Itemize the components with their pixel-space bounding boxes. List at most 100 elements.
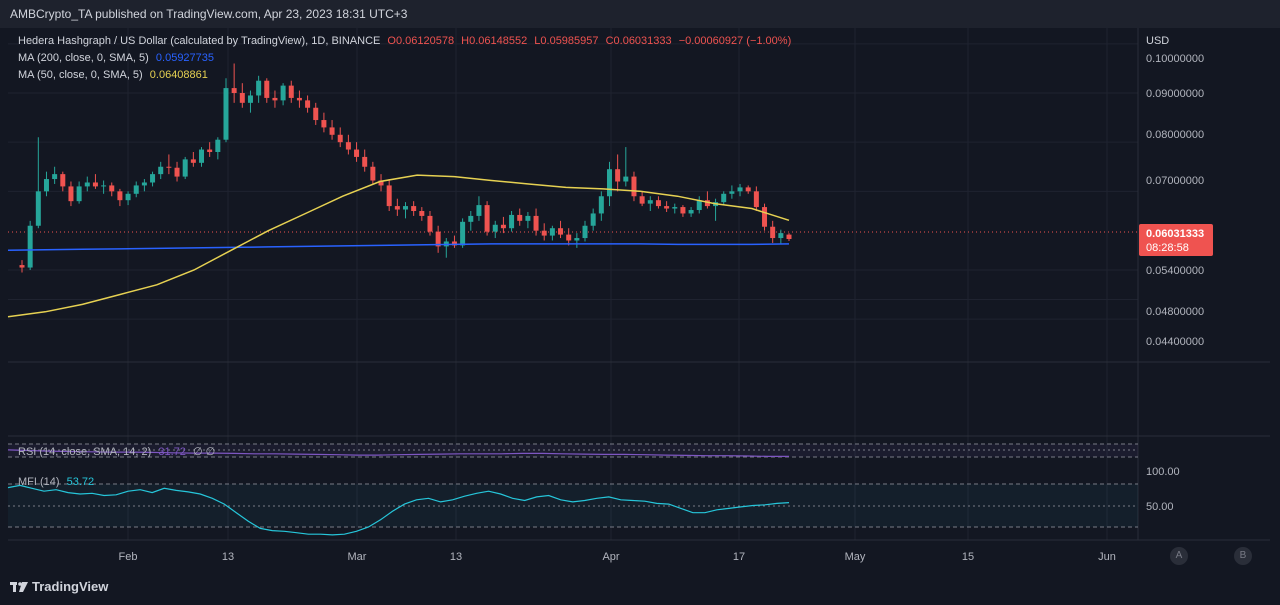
- candle-body: [778, 233, 784, 239]
- candle-body: [190, 159, 196, 163]
- candle-body: [68, 186, 74, 202]
- candle-body: [419, 211, 425, 216]
- candle-body: [680, 207, 686, 214]
- candle-body: [541, 230, 547, 236]
- rsi-label: RSI (14, close, SMA, 14, 2): [18, 446, 152, 458]
- candle-body: [158, 166, 164, 175]
- ma50-line: [7, 174, 790, 318]
- tradingview-logo[interactable]: TradingView: [10, 579, 108, 594]
- header-bar: AMBCrypto_TA published on TradingView.co…: [0, 0, 1280, 28]
- candle-body: [729, 191, 735, 194]
- mfi-value: 53.72: [66, 476, 95, 488]
- ohlc-low: L0.05985957: [534, 35, 599, 47]
- candle-body: [704, 200, 710, 207]
- rsi-legend[interactable]: RSI (14, close, SMA, 14, 2) 31.72 ∅ ∅: [18, 445, 215, 458]
- candle-body: [182, 159, 188, 177]
- candle-body: [239, 93, 245, 103]
- symbol-legend[interactable]: Hedera Hashgraph / US Dollar (calculated…: [18, 35, 791, 47]
- candle-body: [215, 139, 221, 152]
- candle-body: [770, 226, 776, 239]
- candle-body: [76, 186, 82, 202]
- ohlc-high: H0.06148552: [461, 35, 528, 47]
- candle-body: [394, 206, 400, 210]
- candle-body: [664, 206, 670, 209]
- price-tick: 0.09000000: [1146, 88, 1204, 100]
- publisher-text: AMBCrypto_TA published on TradingView.co…: [10, 7, 408, 21]
- ma50-legend[interactable]: MA (50, close, 0, SMA, 5) 0.06408861: [18, 69, 208, 81]
- candle-body: [43, 179, 49, 192]
- price-tick: 0.04400000: [1146, 336, 1204, 348]
- candle-body: [223, 88, 229, 140]
- tradingview-logo-icon: [10, 582, 28, 592]
- candle-body: [247, 95, 253, 103]
- price-chart[interactable]: USD 0.10000000 0.09000000 0.08000000 0.0…: [0, 28, 1280, 573]
- ma200-legend[interactable]: MA (200, close, 0, SMA, 5) 0.05927735: [18, 52, 214, 64]
- price-tick: 0.05400000: [1146, 265, 1204, 277]
- candle-body: [435, 231, 441, 247]
- time-tick: Mar: [348, 551, 367, 563]
- scale-b-button[interactable]: B: [1234, 547, 1252, 565]
- candle-body: [606, 169, 612, 197]
- candle-body: [582, 225, 588, 239]
- candle-body: [721, 193, 727, 203]
- rsi-line: [7, 449, 789, 457]
- candle-body: [566, 234, 572, 241]
- time-tick: 13: [450, 551, 462, 563]
- time-tick: Feb: [119, 551, 138, 563]
- candle-body: [386, 185, 392, 207]
- candle-body: [378, 180, 384, 186]
- candle-body: [745, 187, 751, 192]
- scale-auto-button[interactable]: A: [1170, 547, 1188, 565]
- candle-body: [125, 193, 131, 201]
- price-tick: 0.04800000: [1146, 306, 1204, 318]
- candle-body: [92, 182, 98, 187]
- candle-body: [272, 97, 278, 101]
- mfi-line: [7, 484, 790, 536]
- ma200-line: [7, 243, 790, 252]
- candle-body: [199, 149, 205, 163]
- time-tick: 17: [733, 551, 745, 563]
- candle-body: [411, 206, 417, 211]
- mfi-legend[interactable]: MFI (14) 53.72: [18, 476, 94, 488]
- ma200-label: MA (200, close, 0, SMA, 5): [18, 52, 149, 64]
- candle-body: [35, 191, 41, 226]
- candle-body: [117, 191, 123, 201]
- candle-body: [288, 85, 294, 98]
- candle-body: [60, 174, 66, 187]
- candle-body: [370, 166, 376, 181]
- rsi-extra: ∅ ∅: [192, 446, 216, 458]
- candle-body: [19, 265, 25, 268]
- candle-body: [264, 80, 270, 98]
- grid: [8, 28, 1138, 540]
- ohlc-change: −0.00060927 (−1.00%): [678, 35, 792, 47]
- symbol-title: Hedera Hashgraph / US Dollar (calculated…: [18, 35, 381, 47]
- candle-body: [27, 225, 33, 268]
- candle-body: [672, 207, 678, 209]
- current-price-label: 0.06031333: [1146, 228, 1204, 240]
- candle-body: [362, 156, 368, 167]
- candle-body: [150, 174, 156, 183]
- candle-body: [329, 127, 335, 135]
- candle-body: [313, 107, 319, 121]
- ohlc-close: C0.06031333: [605, 35, 672, 47]
- candle-body: [133, 185, 139, 194]
- ma50-label: MA (50, close, 0, SMA, 5): [18, 69, 143, 81]
- rsi-value: 31.72: [158, 446, 186, 458]
- candle-body: [403, 206, 408, 210]
- candle-body: [305, 100, 311, 108]
- candle-body: [753, 191, 759, 208]
- ohlc-open: O0.06120578: [387, 35, 455, 47]
- candle-body: [492, 224, 498, 232]
- candle-body: [484, 205, 490, 232]
- time-tick: 15: [962, 551, 974, 563]
- candle-body: [52, 174, 58, 180]
- tradingview-brand: TradingView: [32, 579, 109, 594]
- candle-body: [476, 205, 482, 216]
- candle-body: [558, 228, 564, 235]
- candle-body: [574, 238, 580, 241]
- candle-body: [598, 196, 604, 214]
- candle-body: [354, 149, 360, 157]
- candle-body: [231, 88, 237, 93]
- candles: [19, 63, 792, 273]
- countdown-label: 08:28:58: [1146, 242, 1189, 254]
